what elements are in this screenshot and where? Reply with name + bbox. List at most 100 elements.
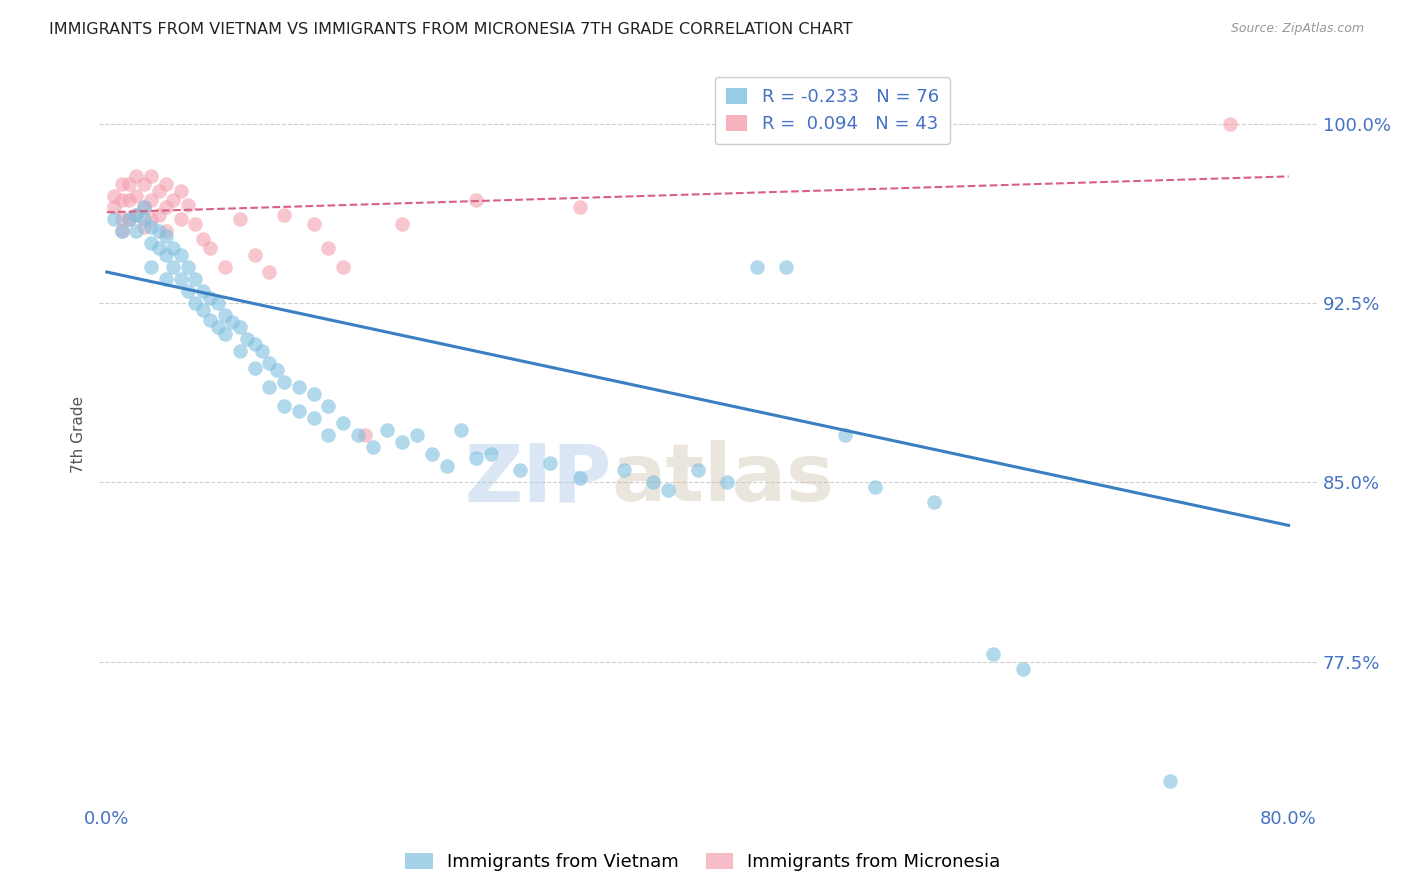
Point [509,463,531,477]
Point [155,272,177,286]
Point [110,194,132,208]
Point [318,399,340,413]
Point [148,224,170,238]
Point [436,458,458,473]
Point [184,272,207,286]
Point [177,260,200,275]
Point [479,447,502,461]
Point [184,217,207,231]
Point [148,208,170,222]
Text: ZIP: ZIP [464,440,612,518]
Point [406,427,429,442]
Point [318,427,340,442]
Point [391,434,413,449]
Point [465,451,488,466]
Point [155,201,177,215]
Point [118,177,141,191]
Point [162,241,184,255]
Point [148,184,170,198]
Point [214,308,236,322]
Point [125,208,148,222]
Point [354,427,377,442]
Point [229,212,252,227]
Point [125,224,148,238]
Point [170,248,193,262]
Point [243,360,266,375]
Point [139,169,162,184]
Point [170,272,193,286]
Y-axis label: 7th Grade: 7th Grade [72,396,86,473]
Point [118,194,141,208]
Point [250,343,273,358]
Point [170,212,193,227]
Point [657,483,679,497]
Point [229,320,252,334]
Point [132,201,155,215]
Point [302,217,325,231]
Point [288,403,311,417]
Point [347,427,370,442]
Point [207,320,229,334]
Point [191,303,214,318]
Point [745,260,768,275]
Point [273,208,295,222]
Point [110,224,132,238]
Point [155,248,177,262]
Point [377,423,399,437]
Point [155,224,177,238]
Point [302,410,325,425]
Point [302,387,325,401]
Point [318,241,340,255]
Point [132,177,155,191]
Point [332,260,354,275]
Point [259,356,281,370]
Point [155,229,177,244]
Point [191,284,214,298]
Point [259,265,281,279]
Point [110,177,132,191]
Point [103,201,125,215]
Point [613,463,636,477]
Point [200,241,222,255]
Point [332,416,354,430]
Point [110,224,132,238]
Point [243,248,266,262]
Point [243,336,266,351]
Legend: R = -0.233   N = 76, R =  0.094   N = 43: R = -0.233 N = 76, R = 0.094 N = 43 [714,77,949,144]
Text: atlas: atlas [612,440,834,518]
Point [643,475,665,490]
Point [170,184,193,198]
Point [863,480,886,494]
Point [103,188,125,202]
Point [420,447,443,461]
Point [361,440,384,454]
Point [132,201,155,215]
Point [162,260,184,275]
Point [155,177,177,191]
Point [118,212,141,227]
Point [981,648,1004,662]
Point [1011,662,1033,676]
Point [132,219,155,234]
Point [834,427,856,442]
Point [273,399,295,413]
Point [125,188,148,202]
Point [236,332,259,346]
Point [922,494,945,508]
Point [568,470,591,484]
Point [259,380,281,394]
Point [288,380,311,394]
Point [139,194,162,208]
Point [568,201,591,215]
Point [214,260,236,275]
Point [200,291,222,305]
Point [184,296,207,310]
Point [191,231,214,245]
Point [465,194,488,208]
Point [162,194,184,208]
Point [1218,117,1240,131]
Text: Source: ZipAtlas.com: Source: ZipAtlas.com [1230,22,1364,36]
Point [266,363,288,377]
Legend: Immigrants from Vietnam, Immigrants from Micronesia: Immigrants from Vietnam, Immigrants from… [398,846,1008,879]
Point [148,241,170,255]
